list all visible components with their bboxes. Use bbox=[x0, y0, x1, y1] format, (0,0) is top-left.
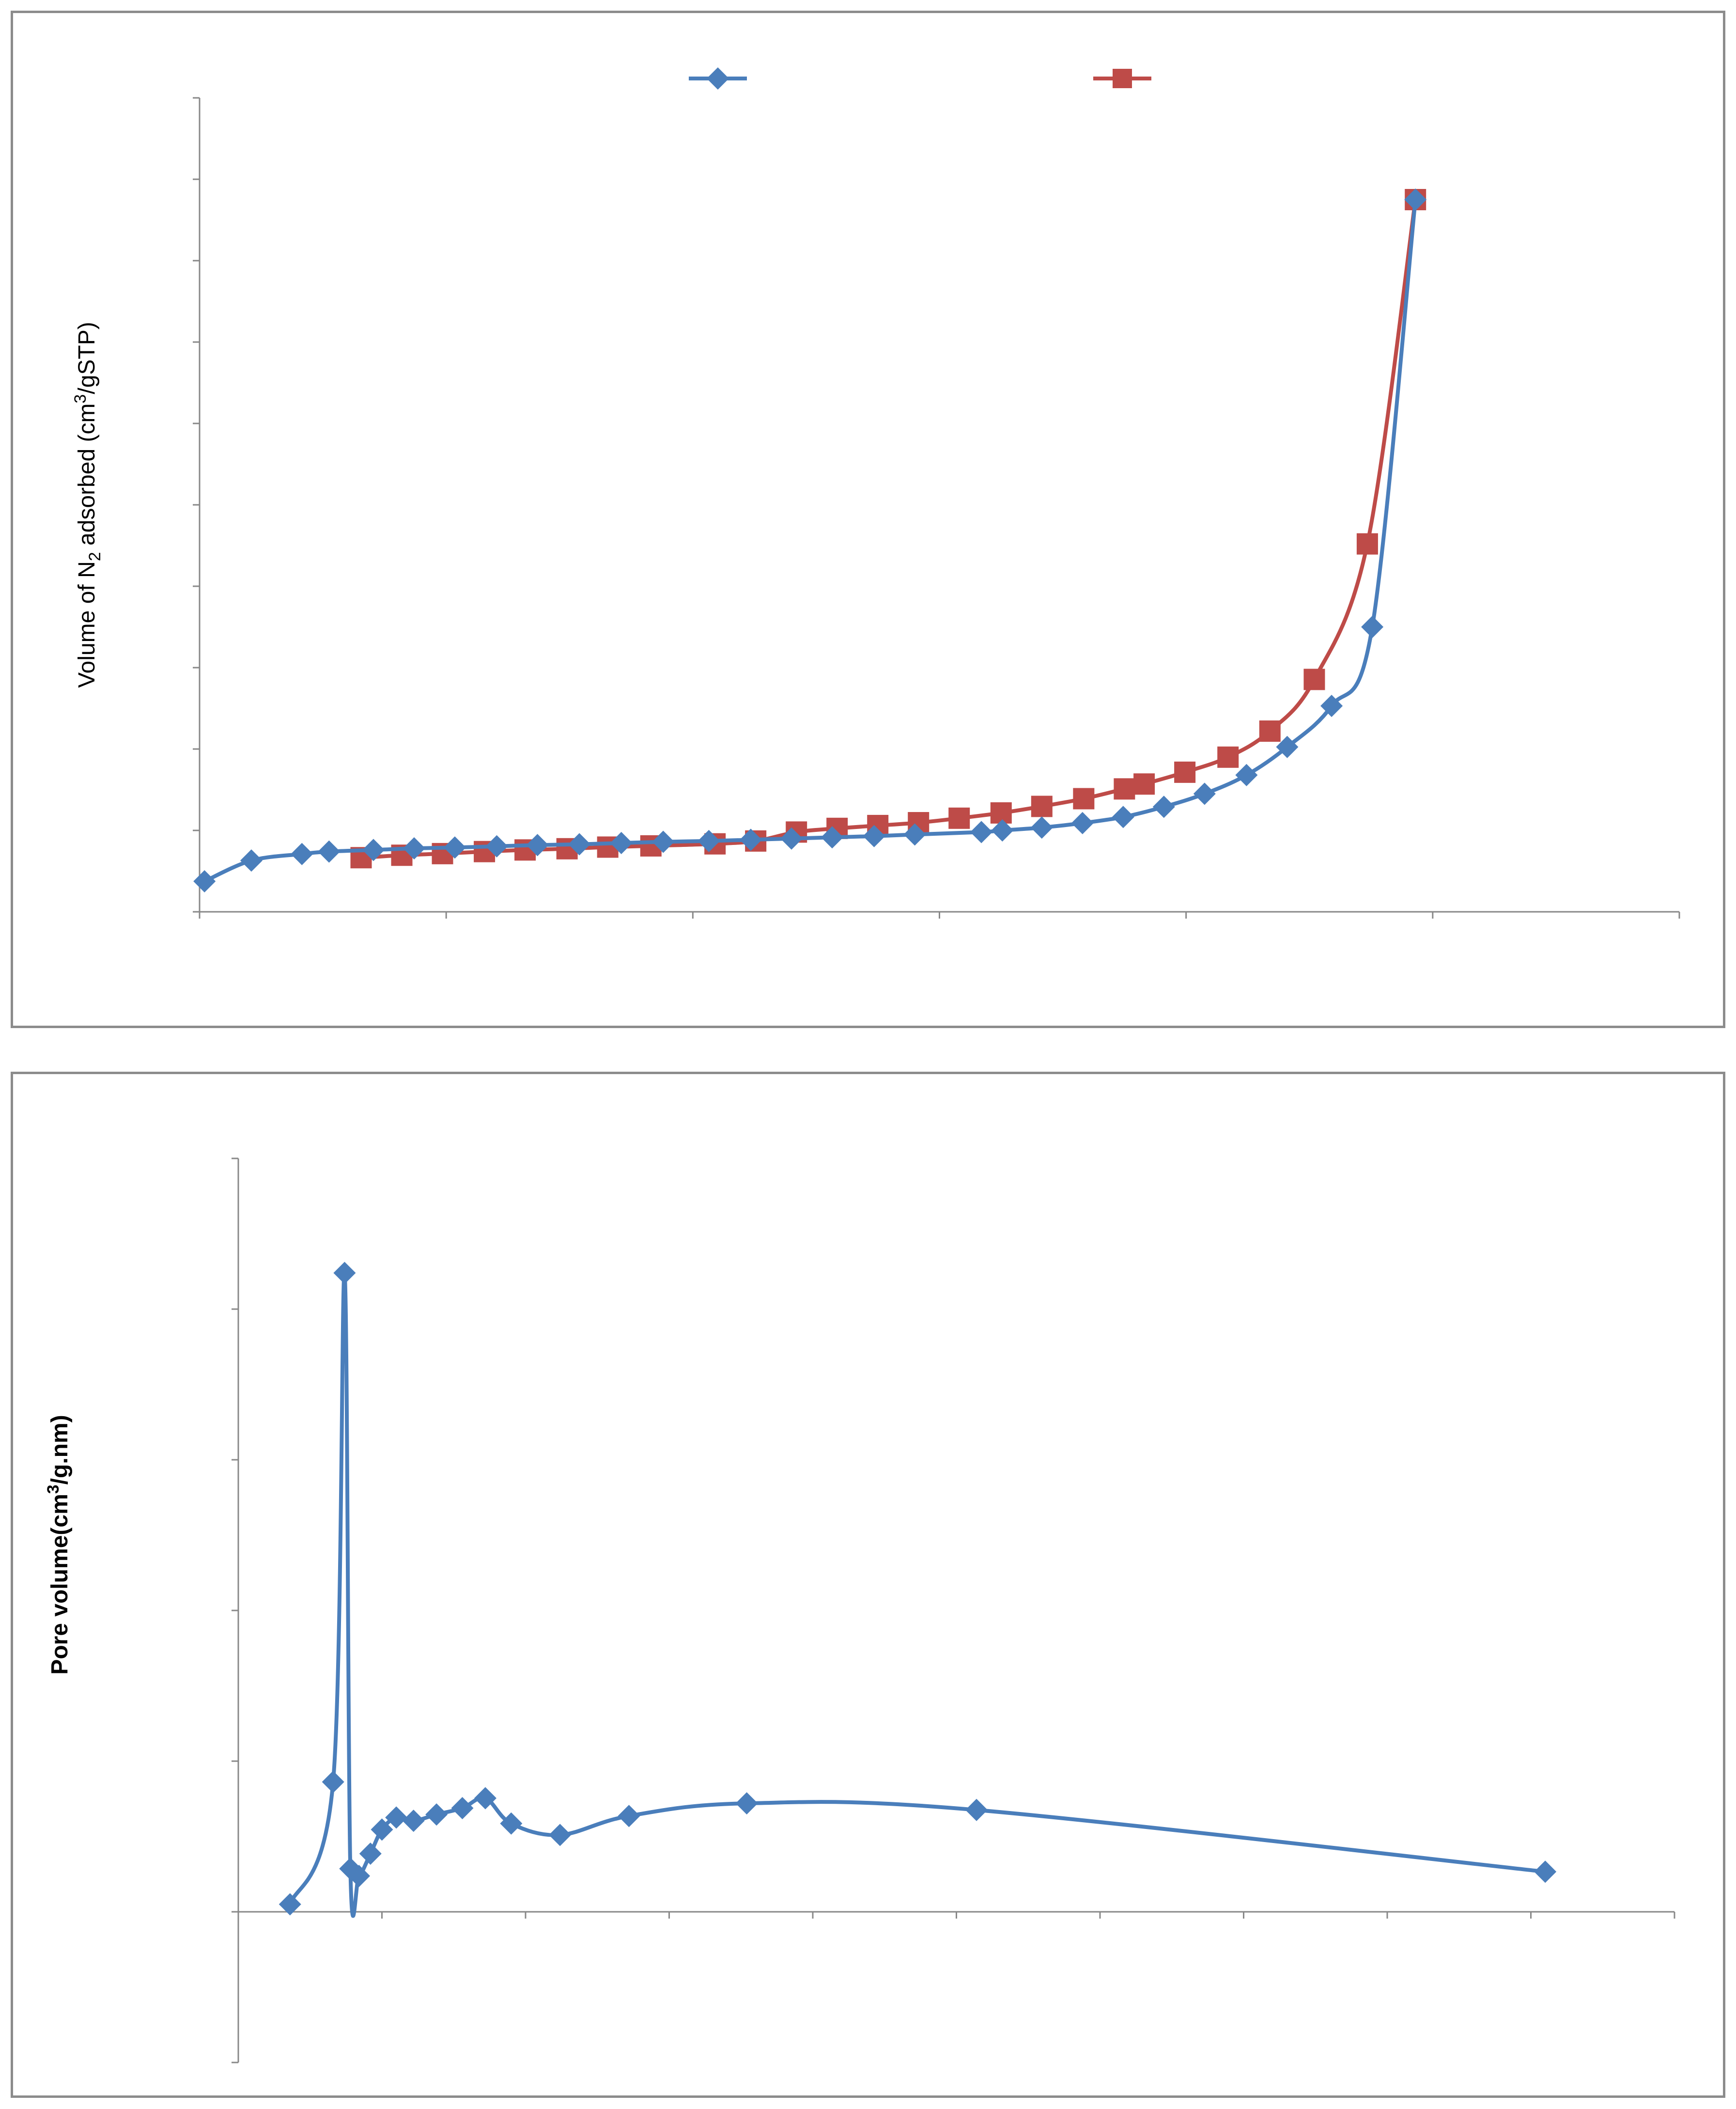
y-axis-title-superscript: 3 bbox=[71, 394, 90, 404]
adsorption-point bbox=[1112, 806, 1134, 828]
adsorption-point bbox=[863, 825, 885, 847]
adsorption-point bbox=[318, 840, 341, 863]
pore-size-point bbox=[500, 1812, 523, 1835]
desorption-point bbox=[1073, 788, 1095, 810]
adsorption-point bbox=[1030, 816, 1053, 839]
adsorption-point bbox=[1276, 735, 1299, 758]
adsorption-point bbox=[362, 839, 385, 861]
adsorption-point bbox=[240, 849, 263, 872]
y-axis-title-part: /gSTP) bbox=[74, 322, 100, 394]
pore-size-point bbox=[279, 1893, 301, 1916]
panel-a: Volume of N2 adsorbed (cm3/gSTP) bbox=[11, 11, 1725, 1028]
desorption-series-line bbox=[361, 199, 1418, 860]
desorption-point bbox=[1114, 778, 1135, 800]
desorption-point bbox=[1303, 669, 1325, 690]
adsorption-point bbox=[610, 832, 633, 855]
legend-adsorption-marker bbox=[707, 67, 729, 90]
y-axis-title-subscript: 2 bbox=[86, 552, 104, 561]
desorption-point bbox=[1259, 720, 1281, 742]
pore-size-point bbox=[474, 1787, 496, 1810]
adsorption-point bbox=[403, 837, 425, 859]
adsorption-point bbox=[970, 821, 993, 844]
y-axis-title-part: Volume of N bbox=[74, 561, 100, 687]
pore-size-point bbox=[322, 1770, 344, 1793]
pore-size-point bbox=[451, 1797, 474, 1820]
y-axis-title-part: adsorbed (cm bbox=[74, 404, 100, 552]
chart-b: Pore volume(cm3/g.nm) bbox=[44, 1157, 1675, 2063]
pore-size-point bbox=[371, 1818, 393, 1841]
adsorption-point bbox=[1320, 694, 1343, 717]
desorption-point bbox=[1217, 746, 1239, 768]
adsorption-series-line bbox=[203, 199, 1418, 883]
adsorption-point bbox=[780, 827, 803, 850]
adsorption-point bbox=[1404, 188, 1427, 211]
legend-desorption-marker bbox=[1113, 69, 1132, 88]
adsorption-point bbox=[1071, 812, 1094, 834]
adsorption-point bbox=[1152, 796, 1175, 818]
desorption-point bbox=[1133, 773, 1155, 795]
adsorption-point bbox=[1235, 764, 1258, 786]
pore-size-point bbox=[425, 1803, 448, 1826]
adsorption-point bbox=[1361, 616, 1384, 638]
desorption-point bbox=[948, 807, 970, 829]
pore-size-point bbox=[359, 1842, 382, 1865]
pore-size-point bbox=[618, 1805, 640, 1828]
adsorption-point bbox=[193, 870, 216, 892]
adsorption-point bbox=[526, 834, 549, 857]
desorption-point bbox=[1356, 533, 1378, 555]
pore-size-series-line bbox=[288, 1271, 1546, 1918]
y-axis-title: Volume of N2 adsorbed (cm3/gSTP) bbox=[71, 322, 104, 687]
pore-size-point bbox=[965, 1798, 988, 1821]
adsorption-point bbox=[568, 833, 591, 856]
pore-size-point bbox=[402, 1810, 425, 1832]
adsorption-point bbox=[739, 828, 762, 851]
adsorption-point bbox=[291, 843, 313, 865]
pore-size-point bbox=[333, 1262, 356, 1284]
chart-a: Volume of N2 adsorbed (cm3/gSTP) bbox=[71, 67, 1680, 919]
adsorption-point bbox=[821, 826, 844, 849]
adsorption-point bbox=[698, 829, 720, 852]
desorption-point bbox=[1031, 796, 1053, 817]
desorption-point bbox=[1174, 761, 1196, 783]
adsorption-point bbox=[1193, 782, 1216, 805]
adsorption-point bbox=[443, 836, 466, 859]
pore-size-point bbox=[385, 1806, 408, 1829]
y-axis-title-superscript: 3 bbox=[44, 1484, 62, 1494]
y-axis-title-part: Pore volume(cm bbox=[47, 1494, 73, 1674]
y-axis-title-part: /g.nm) bbox=[47, 1415, 73, 1484]
pore-size-point bbox=[549, 1824, 572, 1846]
adsorption-point bbox=[903, 823, 926, 846]
panel-b: Pore volume(cm3/g.nm) bbox=[11, 1072, 1725, 2098]
desorption-point bbox=[990, 802, 1012, 824]
pore-size-point bbox=[1534, 1860, 1557, 1883]
adsorption-point bbox=[485, 835, 508, 858]
y-axis-title: Pore volume(cm3/g.nm) bbox=[44, 1415, 73, 1674]
pore-size-point bbox=[735, 1792, 758, 1815]
pore-size-point bbox=[348, 1864, 371, 1887]
adsorption-point bbox=[652, 830, 675, 853]
